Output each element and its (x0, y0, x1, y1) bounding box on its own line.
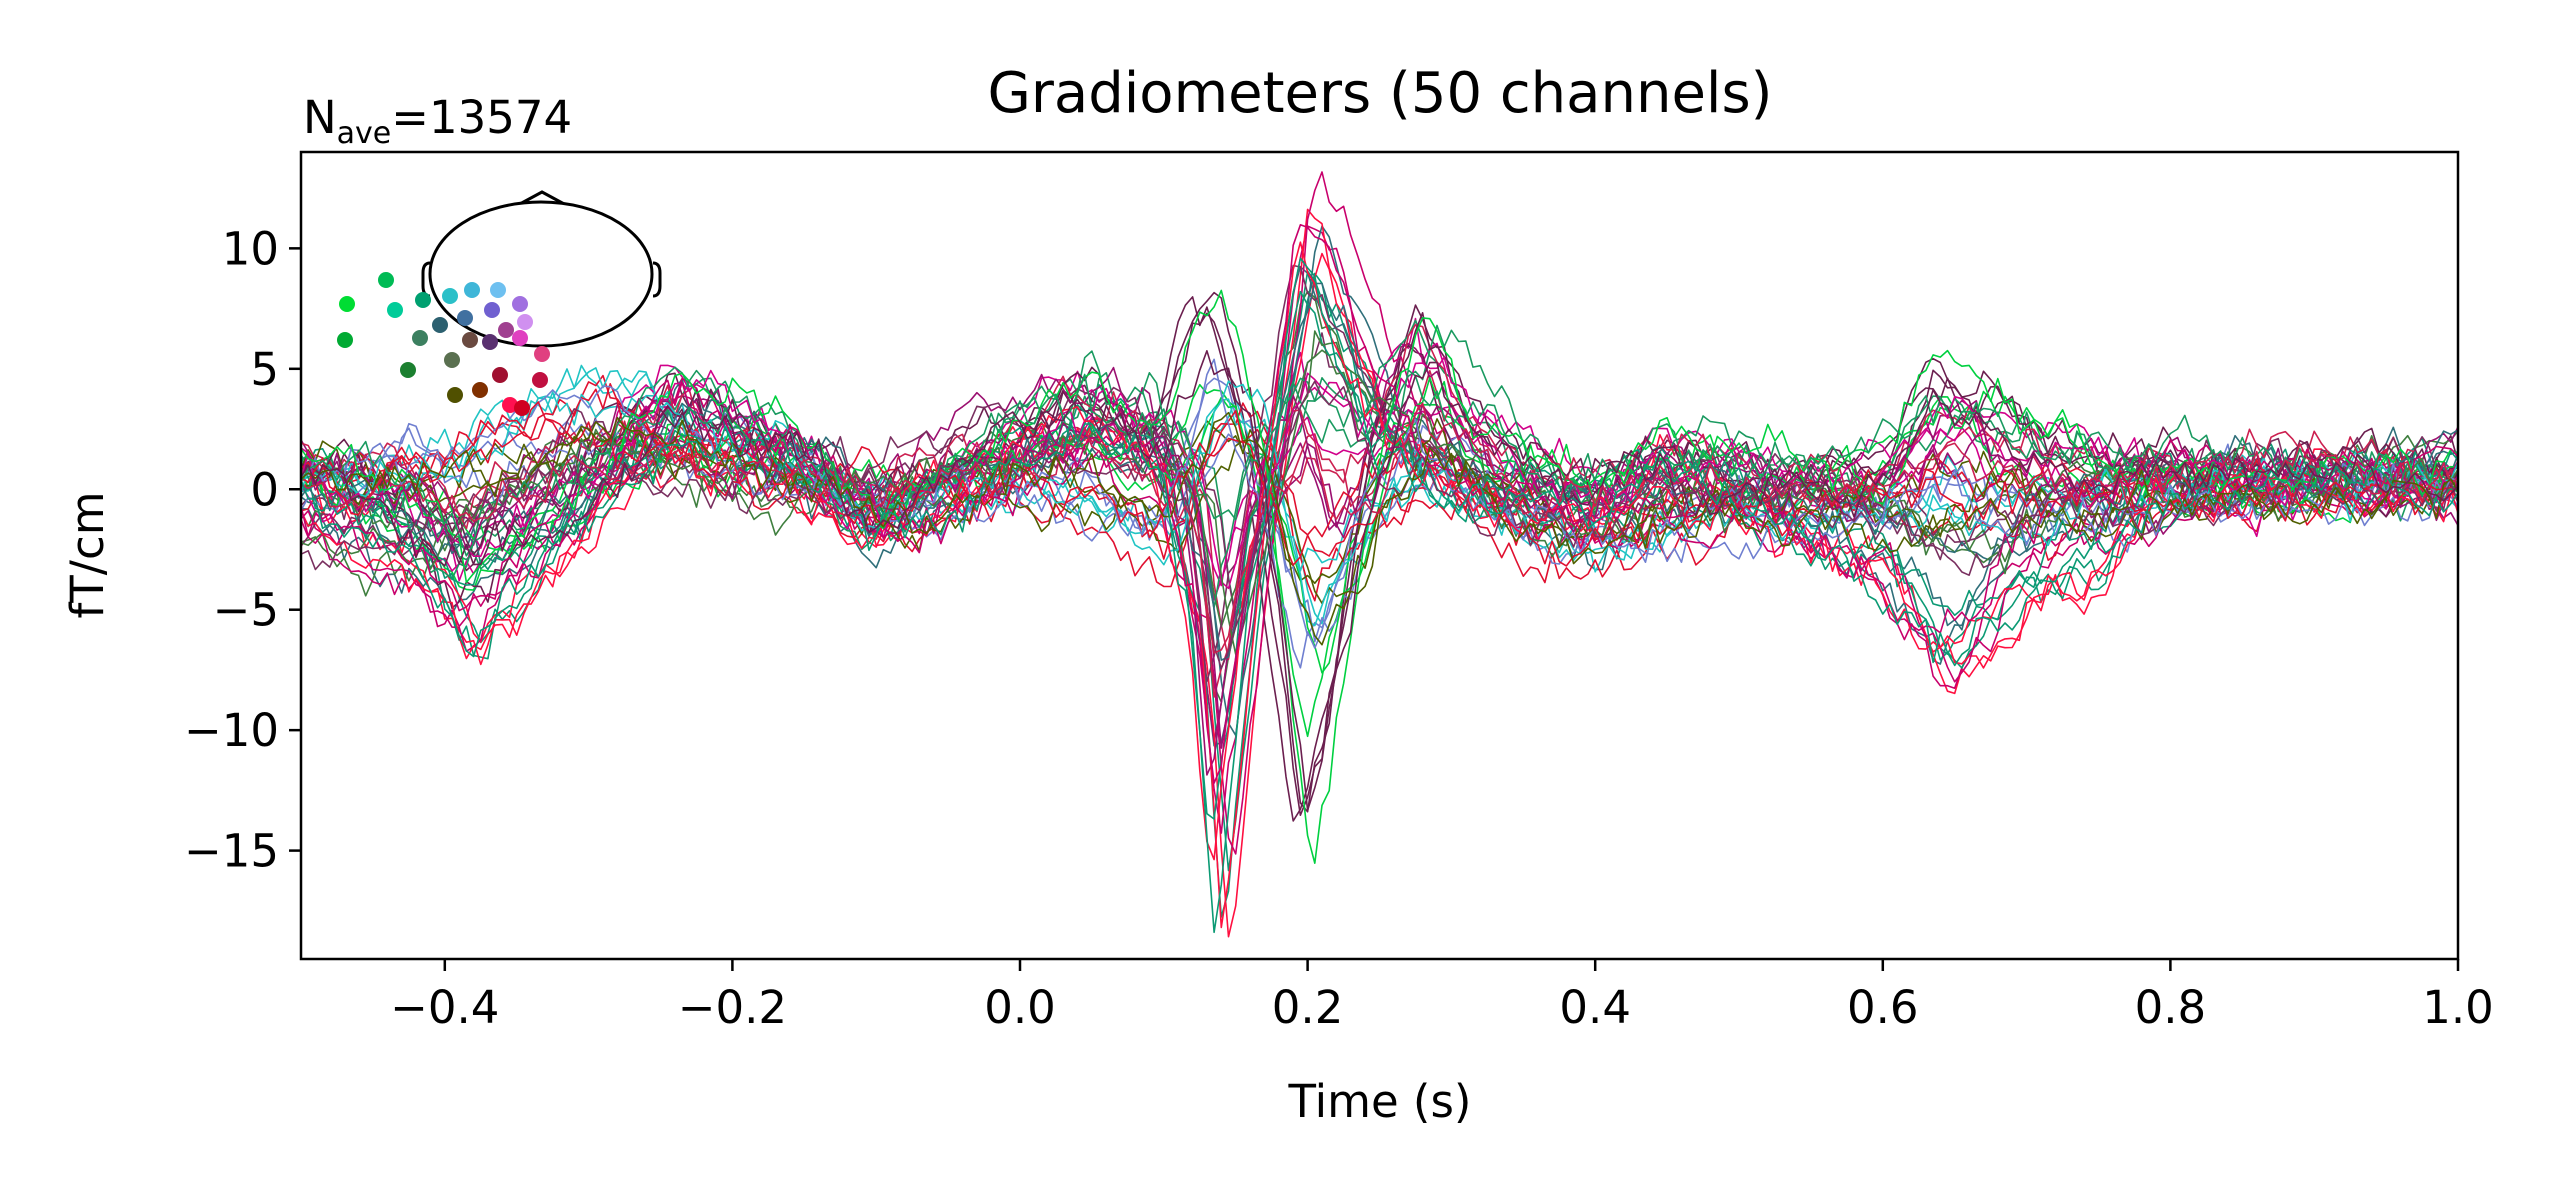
sensor-dot (442, 288, 458, 304)
channel-trace (301, 289, 2458, 864)
sensor-dot (484, 302, 500, 318)
sensor-dot (534, 346, 550, 362)
sensor-dot (412, 330, 428, 346)
channel-trace (301, 270, 2458, 918)
head-right-ear-outline (652, 261, 662, 298)
channel-trace (301, 330, 2458, 656)
channel-trace (301, 319, 2458, 609)
x-tick-label: 0.0 (984, 981, 1056, 1034)
nave-subscript: ave (337, 116, 392, 151)
y-tick-label: −10 (184, 704, 279, 757)
sensor-dot (464, 282, 480, 298)
sensor-dot (432, 317, 448, 333)
x-axis-ticks: −0.4 −0.2 0.0 0.2 0.4 0.6 0.8 1.0 (390, 959, 2494, 1034)
channel-trace (301, 380, 2458, 670)
sensor-dot (532, 372, 548, 388)
sensor-dot (378, 272, 394, 288)
channel-traces (301, 171, 2458, 938)
nave-annotation: Nave=13574 (303, 91, 572, 151)
sensor-dot (400, 362, 416, 378)
sensor-dot (337, 332, 353, 348)
channel-trace (301, 401, 2458, 567)
sensor-dot (490, 282, 506, 298)
sensor-dot (517, 314, 533, 330)
sensor-dot (502, 397, 518, 413)
y-tick-label: 0 (250, 463, 279, 516)
channel-trace (301, 224, 2458, 784)
x-tick-label: 0.6 (1847, 981, 1919, 1034)
channel-trace (301, 402, 2458, 654)
sensor-dot (512, 330, 528, 346)
nave-prefix: N (303, 91, 337, 144)
sensor-location-inset (337, 190, 662, 416)
sensor-dot (415, 292, 431, 308)
sensor-dot (472, 382, 488, 398)
sensor-dot (512, 296, 528, 312)
channel-trace (301, 358, 2458, 669)
y-axis-label: fT/cm (61, 491, 114, 618)
nave-value: =13574 (391, 91, 572, 144)
sensor-dot (387, 302, 403, 318)
channel-trace (301, 356, 2458, 590)
sensor-dot (444, 352, 460, 368)
head-nose-outline (517, 190, 567, 207)
sensor-dot (514, 400, 530, 416)
x-tick-label: 1.0 (2422, 981, 2494, 1034)
sensor-dot (447, 387, 463, 403)
chart-title: Gradiometers (50 channels) (987, 61, 1772, 126)
y-tick-label: −15 (184, 825, 279, 878)
channel-trace (301, 369, 2458, 557)
y-tick-label: 10 (222, 222, 279, 275)
y-axis-ticks: 10 5 0 −5 −10 −15 (184, 222, 301, 878)
plot-frame (299, 150, 2460, 961)
channel-trace (301, 350, 2458, 811)
sensor-dot (492, 367, 508, 383)
sensor-dot (462, 332, 478, 348)
channel-trace (301, 225, 2458, 834)
sensor-dots (337, 272, 550, 416)
x-tick-label: 0.8 (2135, 981, 2207, 1034)
sensor-dot (339, 296, 355, 312)
x-tick-label: −0.2 (678, 981, 787, 1034)
x-tick-label: 0.2 (1272, 981, 1344, 1034)
y-tick-label: −5 (213, 584, 279, 637)
x-axis-label: Time (s) (1288, 1075, 1472, 1128)
x-tick-label: 0.4 (1559, 981, 1631, 1034)
x-tick-label: −0.4 (390, 981, 499, 1034)
sensor-dot (457, 310, 473, 326)
sensor-dot (482, 334, 498, 350)
y-tick-label: 5 (250, 343, 279, 396)
sensor-dot (498, 322, 514, 338)
channel-trace (301, 411, 2458, 646)
channel-trace (301, 171, 2458, 855)
